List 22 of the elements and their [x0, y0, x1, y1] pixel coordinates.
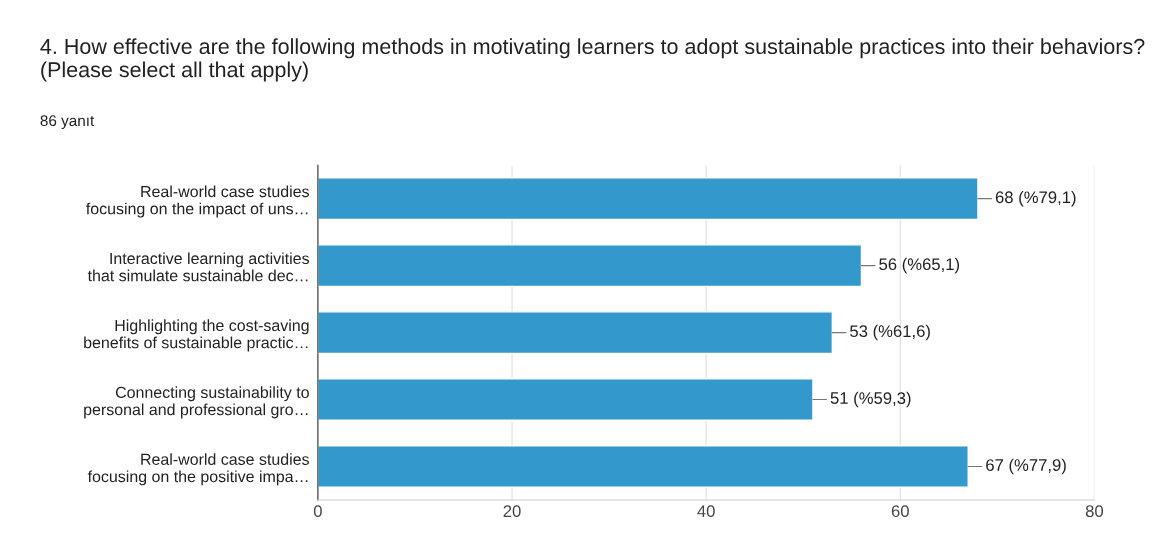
y-tick-label: Interactive learning activities that simulate sustainable dec…: [87, 252, 309, 282]
data-label: 53 (%61,6): [850, 324, 930, 341]
data-label: 51 (%59,3): [830, 391, 911, 408]
y-tick-label: Real-world case studies focusing on the positive impa…: [87, 453, 309, 486]
chart-title: 4. How effective are the following methods in motivating learners to adopt sustainable practices into their behaviors? (Please select all that apply): [40, 38, 1145, 82]
x-tick-label: 40: [697, 505, 715, 518]
x-tick-label: 80: [1085, 505, 1104, 518]
bar: [317, 378, 814, 421]
bar: [317, 445, 969, 488]
x-tick-label: 0: [313, 505, 322, 518]
data-label: 56 (%65,1): [879, 257, 960, 274]
data-label: 68 (%79,1): [995, 190, 1076, 207]
bar: [317, 244, 863, 288]
y-tick-label: Connecting sustainability to personal and professional gro…: [84, 386, 309, 419]
bar: [317, 177, 979, 221]
text: 86 yanıt: [40, 115, 95, 130]
y-tick-label: Real-world case studies focusing on the impact of uns…: [86, 185, 309, 218]
x-tick-label: 20: [503, 505, 521, 518]
y-tick-label: Highlighting the cost-saving benefits of sustainable practic…: [84, 319, 309, 352]
x-tick-label: 60: [891, 505, 909, 518]
bar: [317, 311, 834, 355]
data-label: 67 (%77,9): [986, 458, 1066, 475]
